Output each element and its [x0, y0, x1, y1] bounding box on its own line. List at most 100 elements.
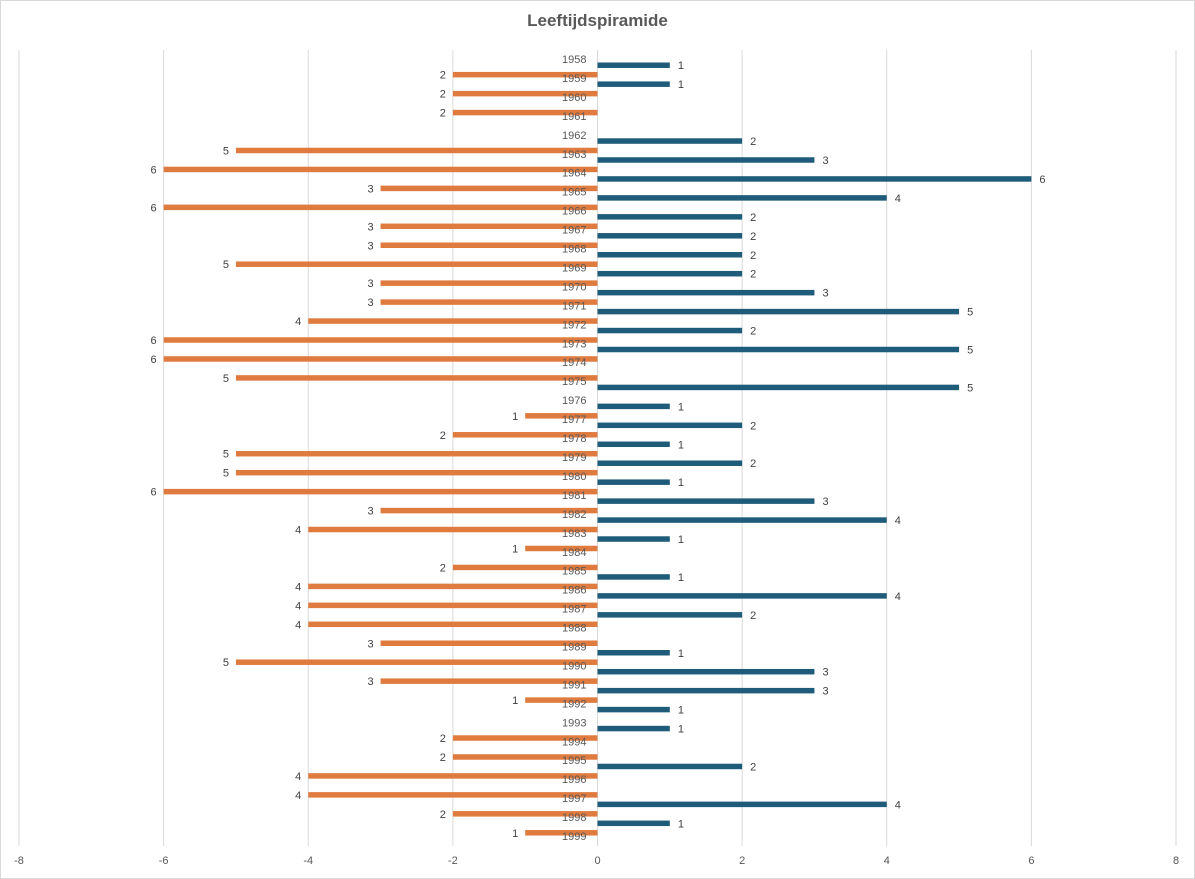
bar-series-2	[597, 384, 960, 391]
bar-series-2	[597, 327, 743, 334]
bar-series-2	[597, 650, 670, 656]
data-label: 5	[223, 373, 229, 385]
category-label: 1962	[562, 130, 586, 142]
bar-series-2	[597, 725, 670, 732]
data-label: 6	[1039, 174, 1045, 186]
bar-series-1	[525, 830, 598, 836]
data-label: 3	[367, 676, 373, 688]
data-label: 3	[822, 155, 828, 167]
category-label: 1986	[562, 585, 586, 597]
data-label: 2	[750, 250, 756, 262]
category-label: 1997	[562, 793, 586, 805]
data-label: 2	[440, 809, 446, 821]
bar-series-2	[597, 308, 960, 315]
data-label: 4	[295, 525, 301, 537]
bar-series-2	[597, 81, 670, 87]
category-label: 1988	[562, 623, 586, 635]
category-label: 1967	[562, 225, 586, 237]
bar-series-1	[525, 545, 598, 552]
bar-series-1	[308, 773, 598, 779]
data-label: 4	[295, 790, 301, 802]
category-label: 1982	[562, 509, 586, 521]
data-label: 5	[967, 382, 973, 394]
bar-series-1	[380, 223, 598, 230]
bar-series-2	[597, 270, 743, 277]
bar-series-1	[308, 792, 598, 798]
category-label: 1971	[562, 300, 586, 312]
bar-series-1	[380, 678, 598, 684]
data-label: 3	[367, 297, 373, 309]
category-label: 1966	[562, 206, 586, 218]
bar-series-1	[163, 337, 598, 343]
x-tick-label: -6	[159, 855, 169, 867]
data-label: 3	[367, 278, 373, 290]
bar-series-1	[380, 507, 598, 514]
bar-series-2	[597, 441, 670, 448]
bar-series-1	[163, 356, 598, 362]
category-label: 1996	[562, 774, 586, 786]
bar-series-2	[597, 62, 670, 68]
category-label: 1965	[562, 187, 586, 199]
category-label: 1979	[562, 452, 586, 464]
bar-series-1	[380, 242, 598, 248]
x-tick-label: -2	[448, 855, 458, 867]
category-label: 1975	[562, 376, 586, 388]
bar-series-1	[235, 147, 598, 154]
data-label: 6	[151, 202, 157, 214]
data-label: 1	[512, 695, 518, 707]
category-label: 1963	[562, 149, 586, 161]
data-label: 5	[223, 259, 229, 271]
category-label: 1987	[562, 604, 586, 616]
data-label: 3	[822, 288, 828, 300]
data-label: 5	[223, 449, 229, 461]
bar-series-1	[380, 280, 598, 286]
bar-series-1	[380, 299, 598, 305]
category-label: 1964	[562, 168, 586, 180]
data-label: 1	[512, 543, 518, 555]
data-label: 2	[440, 430, 446, 442]
data-label: 4	[895, 515, 901, 527]
data-label: 3	[822, 686, 828, 698]
x-tick-label: 6	[1028, 855, 1034, 867]
bar-series-1	[452, 90, 598, 97]
bar-series-1	[452, 71, 598, 78]
data-label: 5	[967, 345, 973, 357]
bar-series-2	[597, 157, 815, 163]
bar-series-2	[597, 346, 960, 353]
data-label: 3	[822, 667, 828, 679]
data-label: 4	[895, 591, 901, 603]
category-label: 1993	[562, 717, 586, 729]
x-tick-label: -4	[303, 855, 313, 867]
data-label: 2	[440, 733, 446, 745]
data-label: 1	[512, 828, 518, 840]
category-label: 1976	[562, 395, 586, 407]
category-label: 1961	[562, 111, 586, 123]
data-label: 3	[367, 221, 373, 233]
bar-series-1	[525, 413, 598, 419]
bar-series-1	[308, 526, 598, 533]
data-label: 5	[223, 657, 229, 669]
data-label: 2	[750, 231, 756, 243]
bar-series-1	[235, 450, 598, 457]
category-label: 1991	[562, 679, 586, 691]
data-label: 4	[895, 799, 901, 811]
bar-series-2	[597, 706, 670, 713]
category-label: 1970	[562, 281, 586, 293]
data-label: 6	[151, 335, 157, 347]
data-label: 2	[440, 562, 446, 574]
data-label: 6	[151, 354, 157, 366]
category-label: 1958	[562, 54, 586, 66]
category-label: 1985	[562, 566, 586, 578]
bar-series-1	[308, 583, 598, 590]
category-label: 1974	[562, 357, 586, 369]
x-tick-label: 2	[739, 855, 745, 867]
data-label: 4	[295, 316, 301, 328]
data-label: 2	[440, 108, 446, 120]
bar-series-2	[597, 498, 815, 504]
data-label: 2	[750, 269, 756, 281]
data-label: 2	[750, 458, 756, 470]
bar-series-2	[597, 612, 743, 618]
data-label: 2	[440, 89, 446, 101]
data-label: 2	[750, 212, 756, 224]
data-label: 1	[678, 705, 684, 717]
